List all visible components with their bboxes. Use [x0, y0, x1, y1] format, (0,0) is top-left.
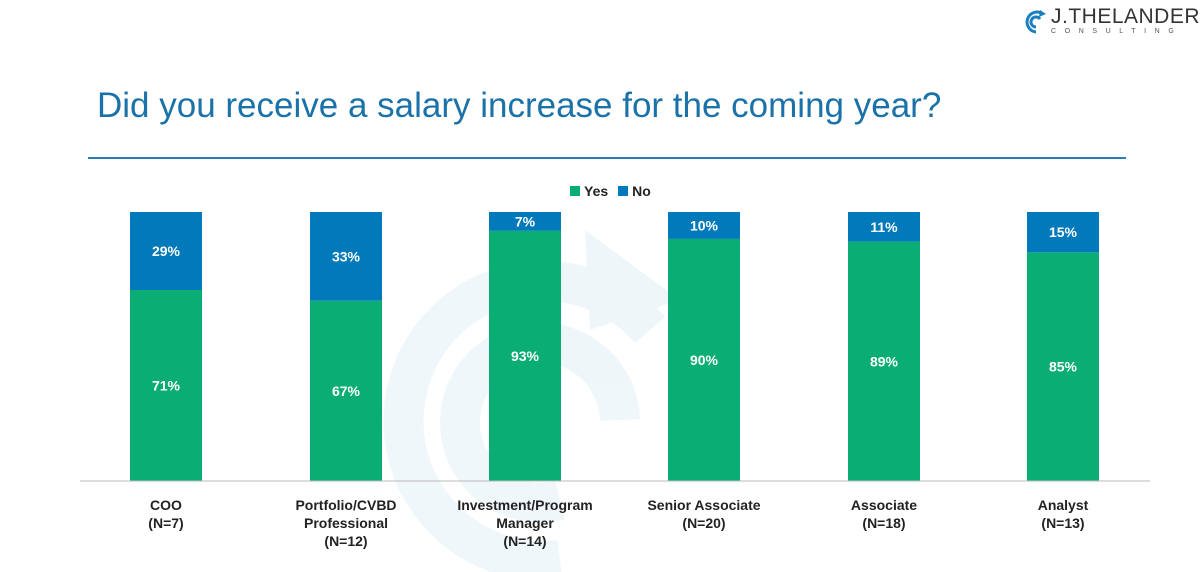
bar-yes [1027, 252, 1099, 481]
legend-swatch-yes [570, 186, 580, 196]
category-label-line: Portfolio/CVBD [295, 497, 397, 513]
bar-no [1027, 212, 1099, 253]
data-label-yes: 90% [690, 352, 719, 368]
data-label-yes: 71% [152, 378, 181, 394]
legend-item-yes: Yes [570, 183, 608, 199]
category-label-line: (N=14) [503, 533, 547, 549]
data-label-yes: 89% [870, 353, 899, 369]
category-label: Investment/Program Manager (N=14) [440, 496, 610, 550]
bar-no [310, 212, 382, 301]
legend-swatch-no [618, 186, 629, 196]
category-label: Associate (N=18) [799, 496, 969, 532]
category-label: Senior Associate (N=20) [619, 496, 789, 532]
bar-yes [848, 241, 920, 481]
category-label: COO (N=7) [81, 496, 251, 532]
title-divider [88, 157, 1126, 159]
logo-subtitle: CONSULTING [1051, 28, 1183, 35]
bar-yes [310, 300, 382, 481]
legend-label-no: No [632, 183, 651, 199]
bar-no [489, 212, 561, 231]
category-label: Analyst (N=13) [978, 496, 1148, 532]
category-label-line: (N=7) [148, 515, 184, 531]
data-label-no: 15% [1049, 224, 1078, 240]
data-label-no: 11% [870, 219, 898, 235]
data-label-no: 29% [152, 243, 181, 259]
data-label-no: 7% [515, 213, 536, 229]
bar-yes [668, 238, 740, 481]
bar-no [130, 212, 202, 291]
legend-label-yes: Yes [584, 183, 609, 199]
logo-name: J.THELANDER [1051, 5, 1200, 28]
category-label-line: (N=13) [1041, 515, 1085, 531]
bar-no [848, 212, 920, 242]
data-label-yes: 67% [332, 383, 361, 399]
category-label-line: Senior Associate [647, 497, 761, 513]
category-label-line: Analyst [1037, 497, 1089, 513]
category-label-line: (N=18) [862, 515, 906, 531]
data-label-no: 10% [690, 217, 719, 233]
category-label-line: Professional [303, 515, 389, 531]
category-label-line: (N=20) [682, 515, 726, 531]
data-label-no: 33% [332, 248, 361, 264]
swirl-logo-icon [1025, 10, 1046, 34]
bar-yes [130, 290, 202, 481]
bar-no [668, 212, 740, 239]
category-label-line: COO [150, 497, 182, 513]
data-label-yes: 85% [1049, 359, 1078, 375]
data-label-yes: 93% [511, 348, 540, 364]
legend-item-no: No [618, 183, 651, 199]
bar-yes [489, 230, 561, 481]
company-logo: J.THELANDER CONSULTING [1024, 6, 1200, 36]
chart-legend: Yes No [570, 183, 651, 199]
category-label-line: Investment/Program [457, 497, 593, 513]
category-label-line: (N=12) [324, 533, 368, 549]
category-label: Portfolio/CVBD Professional (N=12) [261, 496, 431, 550]
watermark-swirl [383, 230, 680, 572]
page-title: Did you receive a salary increase for th… [97, 86, 942, 125]
category-label-line: Manager [496, 515, 554, 531]
category-label-line: Associate [850, 497, 918, 513]
